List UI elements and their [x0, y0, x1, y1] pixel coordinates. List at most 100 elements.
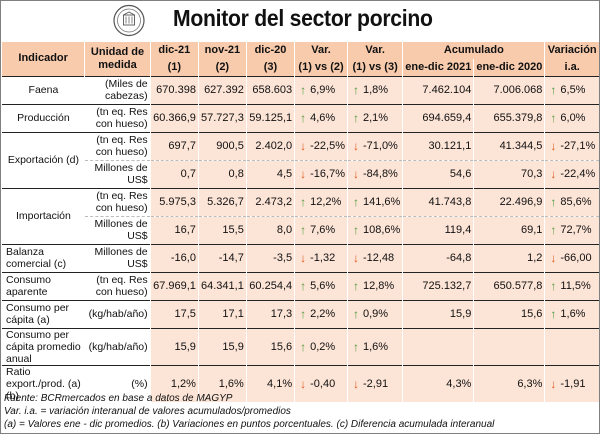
var-1-vs-2-text: 12,2% [310, 195, 342, 208]
value-acum-2020: 650.577,8 [473, 271, 545, 300]
unit-label: (tn eq. Res con hueso) [84, 187, 151, 216]
var-1-vs-3-text: -2,91 [362, 377, 389, 390]
var-1-vs-3: ↑ 0,9% [346, 299, 403, 328]
table-row: Producción (tn eq. Res con hueso) 60.366,9… [2, 103, 599, 132]
var-1-vs-3-text: 2,1% [362, 111, 389, 124]
var-1-vs-3-text: -71,0% [362, 139, 398, 152]
value-nov-21: 15,5 [197, 215, 247, 244]
indicator-label: Ratio export./prod. (a)(b) [2, 364, 85, 402]
value-acum-2021 [402, 327, 474, 365]
arrow-up-icon: ↑ [550, 223, 557, 237]
var-1-vs-3: ↑ 1,6% [346, 327, 403, 365]
arrow-up-icon: ↑ [352, 279, 359, 293]
header-var-1-sub: (1) vs (2) [294, 59, 348, 76]
var-interanual-text: 6,0% [560, 111, 586, 124]
value-nov-21: 17,1 [197, 299, 247, 328]
value-acum-2021: 694.659,4 [402, 103, 474, 132]
var-1-vs-3: ↓ -84,8% [346, 159, 403, 188]
value-dic-21: -16,0 [149, 243, 199, 272]
value-acum-2020: 1,2 [473, 243, 545, 272]
header-indicador: Indicador [2, 42, 85, 76]
var-1-vs-3-text: 1,8% [362, 83, 389, 96]
value-acum-2021: 7.462.104 [402, 75, 474, 104]
var-interanual: ↑ 85,6% [544, 187, 599, 216]
table-row: Balanza comercial (c) Millones de US$ -16,… [2, 243, 599, 272]
var-1-vs-3: ↑ 2,1% [346, 103, 403, 132]
header-acumulado: Acumulado [402, 42, 545, 59]
value-acum-2021: -64,8 [402, 243, 474, 272]
monitor-table: Indicador Unidad de medida dic-21 nov-21… [2, 42, 599, 402]
value-dic-20: -3,5 [245, 243, 295, 272]
header-dic-21: dic-21 [149, 42, 199, 59]
var-interanual-text: 11,5% [560, 279, 591, 292]
var-interanual: ↑ 11,5% [544, 271, 599, 300]
unit-label: (Miles de cabezas) [84, 75, 151, 104]
var-1-vs-2: ↓ -0,40 [294, 364, 348, 402]
indicator-label: Producción [2, 103, 85, 132]
var-interanual: ↑ 6,5% [544, 75, 599, 104]
value-nov-21: 0,8 [197, 159, 247, 188]
table-row: Millones de US$ 16,7 15,5 8,0 ↑ 7,6% ↑ 108,6% 11… [2, 215, 599, 244]
value-acum-2020: 7.006.068 [473, 75, 545, 104]
arrow-down-icon: ↓ [352, 376, 359, 391]
arrow-up-icon: ↑ [300, 195, 307, 209]
value-dic-21: 670.398 [149, 75, 199, 104]
value-dic-20: 17,3 [245, 299, 295, 328]
value-dic-20: 8,0 [245, 215, 295, 244]
var-1-vs-2: ↑ 4,6% [294, 103, 348, 132]
header-var-1: Var. [294, 42, 348, 59]
value-dic-21: 16,7 [149, 215, 199, 244]
value-nov-21: 627.392 [197, 75, 247, 104]
var-1-vs-3-text: -12,48 [362, 251, 395, 264]
value-dic-20: 2.402,0 [245, 131, 295, 160]
var-1-vs-3-text: 1,6% [362, 340, 389, 353]
var-interanual-text: -22,4% [560, 167, 596, 180]
footnote-source: Fuente: BCRmercados en base a datos de M… [4, 393, 233, 404]
arrow-up-icon: ↑ [300, 307, 307, 321]
arrow-up-icon: ↑ [352, 223, 359, 237]
var-1-vs-3: ↑ 1,8% [346, 75, 403, 104]
value-acum-2020: 70,3 [473, 159, 545, 188]
var-1-vs-3-text: 141,6% [362, 195, 401, 208]
value-nov-21: 5.326,7 [197, 187, 247, 216]
unit-label: Millones de US$ [84, 159, 151, 188]
var-1-vs-2-text: 7,6% [310, 223, 336, 236]
value-dic-20: 4,5 [245, 159, 295, 188]
table-row: Millones de US$ 0,7 0,8 4,5 ↓ -16,7% ↓ -84,8% 54… [2, 159, 599, 188]
arrow-up-icon: ↑ [300, 83, 307, 97]
value-dic-21: 697,7 [149, 131, 199, 160]
table-body: Faena (Miles de cabezas) 670.398 627.392 658… [2, 75, 599, 402]
arrow-up-icon: ↑ [300, 279, 307, 293]
arrow-down-icon: ↓ [550, 139, 557, 153]
header-var-2-sub: (1) vs (3) [346, 59, 403, 76]
arrow-down-icon: ↓ [352, 139, 359, 153]
var-1-vs-2-text: 6,9% [310, 83, 336, 96]
arrow-up-icon: ↑ [550, 195, 557, 209]
arrow-up-icon: ↑ [300, 339, 307, 354]
footnotes: Fuente: BCRmercados en base a datos de M… [4, 392, 494, 431]
unit-label: Millones de US$ [84, 215, 151, 244]
value-nov-21: -14,7 [197, 243, 247, 272]
table-row: Consumo per cápita (a) (kg/hab/año) 17,5 17… [2, 299, 599, 328]
var-1-vs-2: ↑ 0,2% [294, 327, 348, 365]
arrow-up-icon: ↑ [300, 111, 307, 125]
unit-label: (tn eq. Res con hueso) [84, 103, 151, 132]
var-1-vs-2-text: -16,7% [310, 167, 345, 180]
arrow-up-icon: ↑ [550, 111, 557, 125]
value-acum-2020: 655.379,8 [473, 103, 545, 132]
value-acum-2021: 30.121,1 [402, 131, 474, 160]
indicator-label: Consumo aparente [2, 271, 85, 300]
var-interanual: ↓ -22,4% [544, 159, 599, 188]
arrow-up-icon: ↑ [550, 307, 557, 321]
page-title: Monitor del sector porcino [173, 5, 433, 31]
value-dic-20: 15,6 [245, 327, 295, 365]
arrow-up-icon: ↑ [300, 223, 307, 237]
var-interanual-text: -66,00 [560, 251, 592, 264]
var-1-vs-2: ↓ -16,7% [294, 159, 348, 188]
var-interanual-text: 72,7% [560, 223, 592, 236]
value-acum-2020 [473, 327, 545, 365]
indicator-label: Balanza comercial (c) [2, 243, 85, 272]
var-1-vs-3-text: 108,6% [362, 223, 401, 236]
indicator-label: Faena [2, 75, 85, 104]
var-1-vs-3: ↑ 141,6% [346, 187, 403, 216]
